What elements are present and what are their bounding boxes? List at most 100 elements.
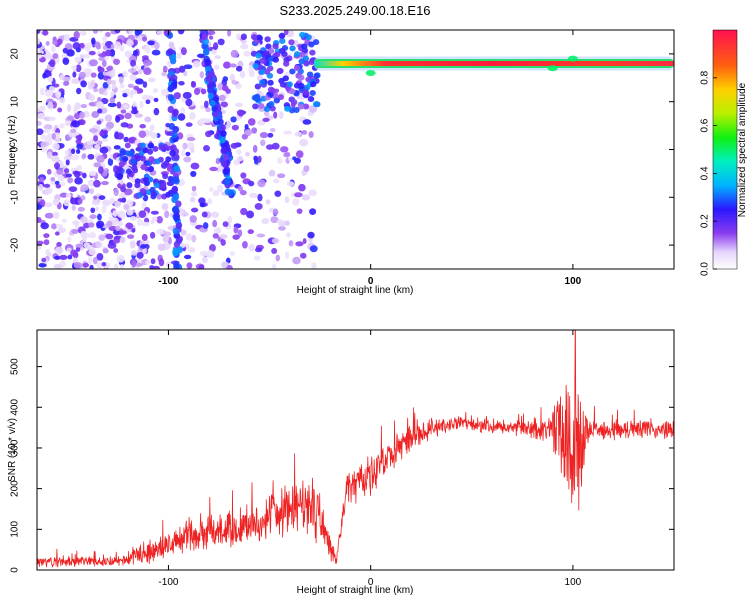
spectrogram-cell: [88, 94, 95, 102]
spectrogram-cell: [106, 78, 112, 85]
spectrogram-cell: [219, 124, 226, 132]
spectrogram-y-label: Frequency (Hz): [7, 116, 18, 185]
spectrogram-cell: [288, 96, 295, 103]
spectrogram-cell: [247, 118, 256, 126]
spectrogram-cell: [150, 210, 159, 215]
spectrogram-cell: [162, 173, 169, 180]
spectrogram-cell: [122, 71, 128, 78]
snr-panel: -100 0 100 0 100 200 300 400 500 Height of stra…: [7, 329, 675, 596]
spectrogram-cell: [190, 147, 195, 153]
spectrogram-cell: [201, 211, 208, 218]
spectrogram-cell: [201, 33, 209, 41]
spectrogram-cell: [207, 30, 216, 36]
spectrogram-cell: [217, 184, 224, 193]
spectrogram-cell: [84, 143, 93, 150]
spectrogram-cell: [288, 240, 294, 247]
spectrogram-cell: [65, 159, 70, 166]
spectrogram-cell: [298, 103, 305, 110]
spectrogram-cell: [161, 88, 169, 96]
spectrogram-cell: [96, 253, 104, 261]
spectrogram-cell: [190, 170, 197, 177]
spectrogram-cell: [235, 33, 242, 41]
spectrogram-cell: [229, 73, 236, 82]
spectrogram-cell: [309, 208, 317, 216]
spectrogram-cell: [66, 247, 72, 253]
spectrogram-cell: [37, 120, 42, 126]
spectrogram-cell: [312, 39, 320, 46]
spectrogram-cell: [119, 83, 125, 89]
spectrogram-cell: [165, 156, 172, 163]
spectrogram-cell: [128, 176, 133, 181]
spectrogram-cell: [118, 220, 123, 227]
spectrogram-cell: [209, 186, 214, 192]
spectrogram-cell: [129, 89, 138, 95]
spectrogram-cell: [54, 132, 61, 140]
spectrogram-cell: [53, 263, 63, 269]
spectrogram-cell: [299, 138, 309, 147]
spectrogram-cell: [305, 34, 312, 41]
spectrogram-cell: [71, 120, 81, 128]
colorbar-tick-label: 0.0: [700, 262, 711, 276]
spectrogram-cell: [52, 211, 60, 219]
spectrogram-cell: [135, 155, 142, 162]
spectrogram-cell: [286, 81, 293, 88]
spectrogram-cell: [88, 222, 95, 228]
y-tick-label: 500: [10, 358, 21, 375]
spectrogram-cell: [272, 56, 280, 63]
spectrogram-cell: [140, 164, 147, 171]
spectrogram-cell: [93, 162, 101, 168]
spectrogram-cell: [263, 111, 270, 117]
spectrogram-cell: [124, 50, 133, 58]
spectrogram-cell: [54, 180, 60, 185]
spectrogram-cell: [37, 217, 42, 223]
spectrogram-cell: [309, 81, 317, 88]
spectrogram-cell: [102, 36, 108, 42]
spectrogram-cell: [105, 233, 114, 240]
spectrogram-cell: [87, 179, 95, 187]
spectrogram-cell: [222, 167, 229, 175]
spectrogram-cell: [90, 72, 97, 78]
spectrogram-cell: [173, 263, 180, 269]
spectrogram-cell: [98, 53, 107, 58]
spectrogram-cell: [182, 91, 192, 100]
spectrogram-cell: [142, 177, 149, 184]
spectrogram-cell: [149, 231, 156, 239]
spectrogram-cell: [147, 40, 156, 46]
spectrogram-cell: [269, 127, 276, 133]
spectrogram-cell: [125, 222, 134, 230]
spectrogram-cell: [148, 77, 156, 83]
spectrogram-cell: [248, 180, 255, 187]
spectrogram-cell: [130, 215, 137, 222]
spectrogram-cell: [76, 87, 82, 95]
spectrogram-cell: [45, 249, 51, 256]
spectrogram-cell: [172, 247, 179, 255]
spectrogram-cell: [271, 247, 278, 255]
spectrogram-cell: [567, 55, 578, 62]
spectrogram-cell: [175, 221, 183, 229]
spectrogram-cell: [104, 49, 112, 57]
spectrogram-cell: [119, 44, 125, 52]
spectrogram-cell: [147, 176, 154, 183]
spectrogram-cell: [292, 156, 297, 161]
spectrogram-cell: [275, 254, 280, 262]
spectrogram-cell: [37, 30, 41, 34]
spectrogram-cell: [63, 168, 70, 174]
spectrogram-cell: [277, 157, 283, 164]
x-tick-label: 100: [565, 276, 582, 287]
spectrogram-cell: [199, 117, 208, 124]
spectrogram-cell: [124, 112, 132, 120]
spectrogram-cell: [298, 74, 305, 81]
spectrogram-cell: [39, 87, 45, 96]
spectrogram-cell: [144, 116, 152, 123]
spectrogram-cell: [131, 259, 137, 268]
spectrogram-cell: [98, 166, 104, 174]
spectrogram-cell: [186, 262, 193, 269]
spectrogram-cell: [154, 158, 161, 165]
spectrogram-cell: [259, 79, 266, 86]
spectrogram-cell: [132, 106, 138, 115]
spectrogram-cell: [71, 65, 77, 71]
spectrogram-cell: [288, 157, 293, 162]
spectrogram-cell: [94, 206, 99, 212]
spectrogram-cell: [251, 127, 258, 134]
